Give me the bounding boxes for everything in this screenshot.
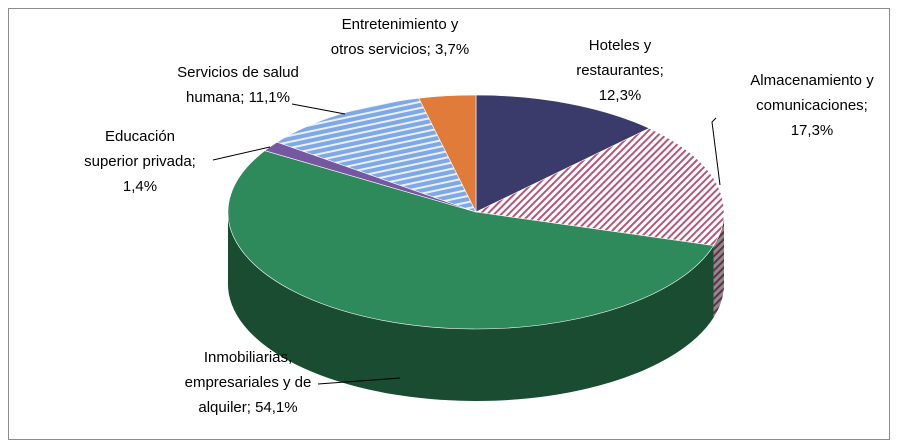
- category-label: Educación superior privada;: [84, 128, 196, 170]
- slice: [474, 127, 725, 246]
- frame: [8, 8, 890, 440]
- slice: [227, 150, 715, 330]
- value-label: 11,1%: [248, 89, 290, 106]
- value-label: 12,3%: [598, 87, 642, 104]
- data-label: Hoteles y restaurantes; 12,3%: [564, 33, 676, 108]
- pie: [227, 94, 725, 402]
- data-label: Almacenamiento y comunicaciones; 17,3%: [747, 68, 877, 143]
- slice-side-shade: [228, 212, 714, 402]
- value-label: 54,1%: [255, 399, 298, 416]
- data-label: Servicios de salud humana; 11,1%: [158, 60, 318, 110]
- category-label: Servicios de salud humana;: [177, 64, 299, 106]
- slice: [475, 94, 650, 213]
- leader-line: [291, 103, 346, 115]
- slice: [418, 94, 477, 213]
- slice-side: [228, 212, 714, 402]
- category-label: Hoteles y restaurantes;: [576, 37, 664, 79]
- leader-line: [317, 377, 401, 385]
- leader-line: [711, 117, 721, 186]
- category-label: Entretenimiento y otros servicios;: [330, 16, 459, 58]
- slice-side: [713, 212, 724, 318]
- value-label: 1,4%: [122, 178, 158, 195]
- leader-line: [212, 146, 271, 161]
- value-label: 17,3%: [790, 122, 834, 139]
- leader-lines: [212, 103, 721, 385]
- category-label: Almacenamiento y comunicaciones;: [750, 72, 874, 114]
- data-label: Inmobiliarias, empresariales y de alquil…: [173, 345, 323, 420]
- data-label: Entretenimiento y otros servicios; 3,7%: [330, 12, 470, 62]
- category-label: Inmobiliarias, empresariales y de alquil…: [184, 349, 312, 416]
- value-label: 3,7%: [435, 41, 470, 58]
- data-label: Educación superior privada; 1,4%: [76, 124, 204, 199]
- slice: [276, 97, 477, 213]
- slice-side-shade: [713, 212, 724, 318]
